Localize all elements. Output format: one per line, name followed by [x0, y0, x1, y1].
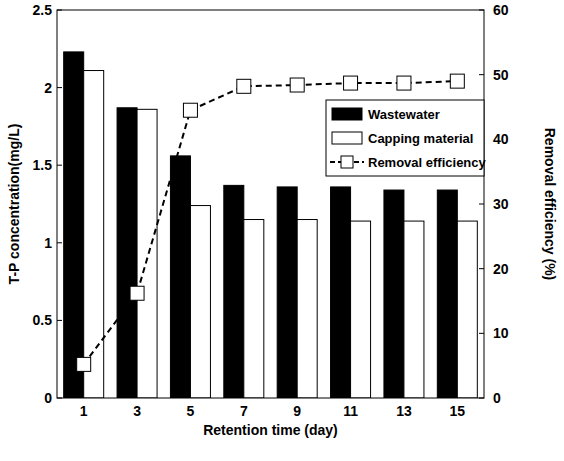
tick-label: 5: [187, 403, 195, 419]
y-axis-title: T-P concentration(mg/L): [6, 124, 22, 285]
tick-label: 2.5: [33, 2, 53, 18]
tick-label: 3: [133, 403, 141, 419]
tick-label: 40: [493, 131, 509, 147]
tick-label: 9: [293, 403, 301, 419]
marker: [77, 357, 91, 371]
tick-label: 15: [450, 403, 466, 419]
tick: [479, 10, 484, 11]
bar: [404, 221, 424, 398]
x-axis-title: Retention time (day): [203, 422, 338, 438]
legend-swatch: [332, 132, 362, 144]
tick-label: 11: [343, 403, 358, 419]
bar: [277, 187, 297, 398]
legend-label: Capping material: [368, 131, 473, 146]
bar: [384, 190, 404, 398]
tick-label: 2: [44, 80, 52, 96]
legend-marker: [341, 156, 353, 168]
marker: [183, 103, 197, 117]
tick-label: 7: [240, 403, 248, 419]
legend: Wastewater Capping material Removal effici…: [326, 100, 487, 176]
tick: [479, 398, 484, 399]
marker: [450, 74, 464, 88]
tick-label: 1: [80, 403, 88, 419]
tick: [479, 204, 484, 205]
tick: [57, 165, 62, 166]
legend-swatch: [332, 108, 362, 120]
tick: [57, 320, 62, 321]
tick-label: 50: [493, 67, 509, 83]
tick: [479, 268, 484, 269]
tick: [57, 10, 62, 11]
marker: [344, 76, 358, 90]
tick-label: 20: [493, 261, 509, 277]
bar: [117, 108, 137, 398]
bar: [224, 185, 244, 398]
tick-label: 0: [493, 390, 501, 406]
tick-label: 0.5: [33, 312, 53, 328]
plot-frame: [57, 10, 484, 398]
marker: [130, 286, 144, 300]
tick-label: 0: [44, 390, 52, 406]
tick-label: 10: [493, 325, 509, 341]
bar: [331, 187, 351, 398]
y2-axis-title: Removal efficiency (%): [542, 128, 558, 281]
bar: [351, 221, 371, 398]
tick-label: 1.5: [33, 157, 53, 173]
bar: [297, 220, 317, 398]
tick: [57, 87, 62, 88]
bar: [437, 190, 457, 398]
bar: [137, 109, 157, 398]
tick: [57, 398, 62, 399]
legend-label: Removal efficiency: [368, 155, 487, 170]
marker: [237, 79, 251, 93]
bar: [64, 52, 84, 398]
tick-label: 13: [396, 403, 412, 419]
tick: [479, 74, 484, 75]
legend-label: Wastewater: [368, 107, 440, 122]
bar: [190, 206, 210, 398]
tick-label: 30: [493, 196, 509, 212]
tick-label: 60: [493, 2, 509, 18]
bar: [84, 71, 104, 398]
marker: [397, 76, 411, 90]
marker: [290, 78, 304, 92]
tick: [57, 242, 62, 243]
bar: [170, 156, 190, 398]
tick-label: 1: [44, 235, 52, 251]
bar: [244, 220, 264, 398]
chart: 00.511.522.5010203040506013579111315Rete…: [0, 0, 564, 461]
bar: [457, 221, 477, 398]
tick: [479, 333, 484, 334]
